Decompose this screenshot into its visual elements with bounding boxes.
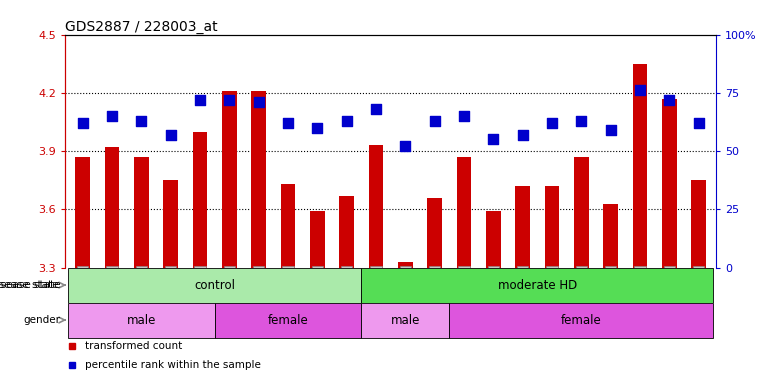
Bar: [574, 157, 588, 268]
Bar: [604, 204, 618, 268]
Point: [106, 113, 118, 119]
Text: female: female: [267, 314, 309, 326]
Bar: [68, 303, 214, 338]
Text: GSM217768: GSM217768: [283, 268, 293, 314]
Text: gender: gender: [24, 315, 61, 325]
Text: GSM217773: GSM217773: [137, 268, 146, 314]
Bar: [486, 211, 501, 268]
Bar: [280, 184, 296, 268]
Bar: [105, 147, 119, 268]
Point: [223, 97, 235, 103]
Bar: [68, 268, 362, 303]
Point: [253, 99, 265, 105]
Bar: [427, 198, 442, 268]
Point: [663, 97, 676, 103]
Text: GSM217775: GSM217775: [195, 268, 205, 314]
Bar: [214, 303, 362, 338]
Text: GSM217767: GSM217767: [254, 268, 264, 314]
Point: [136, 118, 148, 124]
Text: male: male: [391, 314, 420, 326]
Text: GSM217782: GSM217782: [665, 268, 674, 314]
Text: GSM217781: GSM217781: [636, 268, 644, 314]
Bar: [310, 211, 325, 268]
Bar: [516, 186, 530, 268]
Bar: [368, 145, 383, 268]
Point: [546, 120, 558, 126]
Point: [399, 143, 411, 149]
Text: GSM217783: GSM217783: [694, 268, 703, 314]
Text: control: control: [195, 278, 235, 291]
Text: moderate HD: moderate HD: [498, 278, 577, 291]
Text: GSM217771: GSM217771: [78, 268, 87, 314]
Text: GSM217784: GSM217784: [372, 268, 381, 314]
Bar: [691, 180, 706, 268]
Bar: [662, 99, 676, 268]
Text: GSM217779: GSM217779: [577, 268, 586, 314]
Bar: [362, 268, 713, 303]
Text: GSM217777: GSM217777: [518, 268, 527, 314]
Bar: [163, 180, 178, 268]
Text: disease state: disease state: [0, 280, 61, 290]
Bar: [450, 303, 713, 338]
Point: [575, 118, 588, 124]
Text: GSM217769: GSM217769: [313, 268, 322, 314]
Point: [428, 118, 440, 124]
Bar: [545, 186, 559, 268]
Text: GSM217778: GSM217778: [548, 268, 556, 314]
Text: GSM217776: GSM217776: [489, 268, 498, 314]
Text: GSM217774: GSM217774: [166, 268, 175, 314]
Point: [77, 120, 89, 126]
Text: female: female: [561, 314, 601, 326]
Bar: [362, 303, 450, 338]
Point: [194, 97, 206, 103]
Bar: [75, 157, 90, 268]
Text: GSM217780: GSM217780: [606, 268, 615, 314]
Bar: [633, 64, 647, 268]
Bar: [134, 157, 149, 268]
Bar: [457, 157, 471, 268]
Text: transformed count: transformed count: [84, 341, 182, 351]
Point: [311, 125, 323, 131]
Bar: [339, 196, 354, 268]
Text: disease state: disease state: [0, 280, 58, 290]
Point: [516, 132, 529, 138]
Text: GSM217770: GSM217770: [342, 268, 351, 314]
Point: [370, 106, 382, 112]
Text: GSM217772: GSM217772: [107, 268, 116, 314]
Point: [458, 113, 470, 119]
Point: [282, 120, 294, 126]
Text: GSM217766: GSM217766: [225, 268, 234, 314]
Bar: [222, 91, 237, 268]
Point: [604, 127, 617, 133]
Text: GSM217785: GSM217785: [401, 268, 410, 314]
Text: percentile rank within the sample: percentile rank within the sample: [84, 361, 260, 371]
Text: male: male: [126, 314, 156, 326]
Bar: [251, 91, 266, 268]
Text: GSM217786: GSM217786: [430, 268, 439, 314]
Point: [487, 136, 499, 142]
Bar: [398, 262, 413, 268]
Point: [692, 120, 705, 126]
Point: [633, 88, 646, 94]
Text: GDS2887 / 228003_at: GDS2887 / 228003_at: [65, 20, 218, 33]
Point: [165, 132, 177, 138]
Bar: [193, 132, 208, 268]
Text: GSM217787: GSM217787: [460, 268, 469, 314]
Point: [341, 118, 353, 124]
